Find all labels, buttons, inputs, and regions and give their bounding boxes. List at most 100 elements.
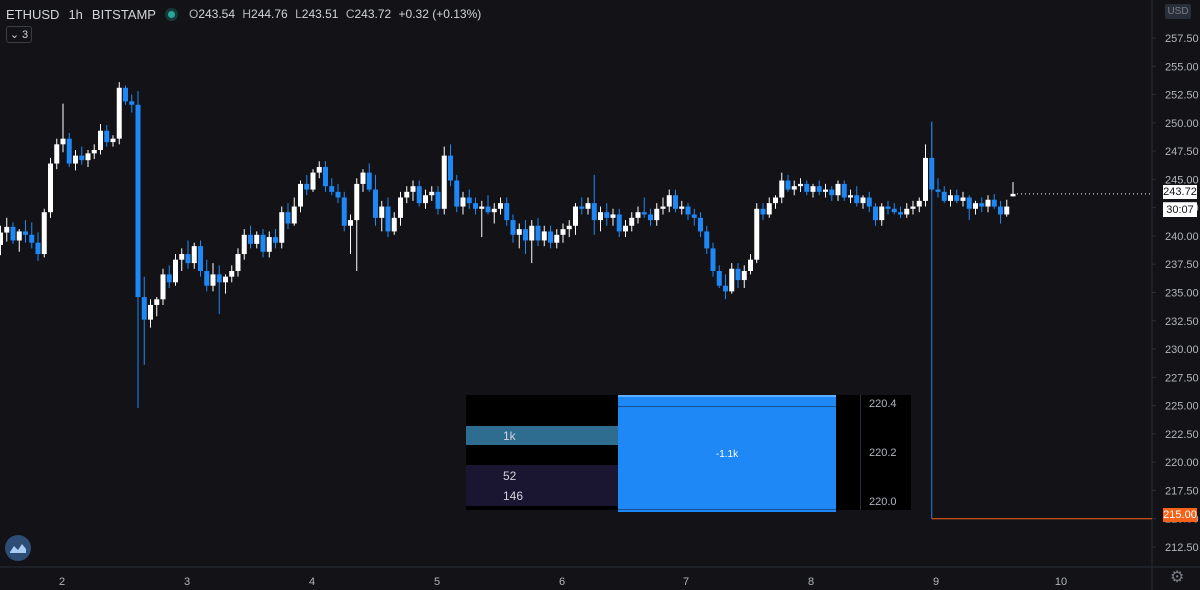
candle-body — [1010, 193, 1016, 197]
low-label: L — [295, 7, 302, 21]
candle-body — [916, 200, 922, 207]
candle-body — [373, 189, 378, 218]
candle-body — [329, 186, 335, 192]
candle-body — [579, 206, 585, 209]
candle-body — [479, 206, 485, 209]
interval-label[interactable]: 1h — [68, 6, 83, 22]
y-tick-label: 220.00 — [1165, 457, 1199, 469]
candle-body — [604, 212, 610, 218]
candle-body — [179, 254, 185, 260]
depth-scale: 220.4 220.2 220.0 — [860, 395, 911, 510]
indicators-count: 3 — [22, 28, 29, 41]
candle-body — [73, 155, 78, 164]
tradingview-logo-icon[interactable] — [5, 535, 31, 561]
y-tick-label: 217.50 — [1165, 485, 1199, 497]
candle-body — [54, 144, 60, 164]
candle-body — [216, 274, 222, 283]
candle-body — [491, 208, 497, 213]
depth-row: 52 — [466, 465, 618, 486]
low-value: 243.51 — [301, 7, 339, 21]
candle-body — [635, 212, 641, 218]
candle-body — [991, 199, 997, 207]
y-tick-label: 225.00 — [1165, 401, 1199, 413]
candle-body — [91, 149, 97, 154]
candle-body — [341, 197, 347, 226]
symbol-header: ETHUSD 1h BITSTAMP O243.54 H244.76 L243.… — [6, 5, 481, 23]
candle-body — [348, 220, 353, 226]
candle-body — [366, 172, 372, 190]
candle-body — [304, 183, 310, 190]
y-tick-label: 237.50 — [1165, 259, 1199, 271]
candle-body — [241, 234, 247, 255]
depth-widget: 1k 52 146 -1.1k 220.4 220.2 220.0 — [466, 395, 911, 512]
x-tick-label: 8 — [808, 576, 814, 588]
candle-body — [235, 254, 241, 272]
candle-body — [379, 206, 385, 218]
candle-body — [510, 220, 516, 235]
candle-body — [648, 214, 653, 221]
candle-body — [860, 197, 866, 204]
depth-block: -1.1k — [618, 395, 836, 512]
x-tick-label: 10 — [1055, 576, 1067, 588]
candle-body — [404, 191, 410, 198]
candle-body — [248, 234, 253, 244]
candle-body — [866, 197, 872, 207]
candle-body — [466, 197, 472, 204]
candle-body — [285, 212, 291, 224]
open-label: O — [188, 7, 199, 21]
candle-body — [335, 191, 341, 198]
depth-row-label: 1k — [503, 428, 516, 443]
change-value: +0.32 (+0.13%) — [398, 7, 482, 21]
candle-body — [798, 183, 803, 187]
close-label: C — [345, 7, 355, 21]
candle-body — [516, 229, 522, 235]
candle-body — [704, 231, 710, 249]
candle-body — [410, 186, 416, 192]
candle-body — [766, 203, 772, 215]
candle-body — [385, 206, 391, 232]
chevron-down-icon: ⌄ — [9, 29, 20, 41]
y-tick-label: 232.50 — [1165, 316, 1199, 328]
candle-body — [323, 166, 328, 187]
candle-body — [198, 246, 203, 272]
candle-body — [710, 248, 716, 272]
candle-body — [223, 276, 228, 283]
indicators-toggle-button[interactable]: ⌄ 3 — [6, 26, 32, 43]
y-tick-label: 245.00 — [1165, 174, 1199, 186]
candle-body — [354, 183, 360, 221]
high-label: H — [242, 7, 252, 21]
symbol-name[interactable]: ETHUSD — [6, 6, 60, 22]
x-tick-label: 9 — [933, 576, 939, 588]
y-tick-label: 257.50 — [1165, 33, 1199, 45]
candle-body — [60, 138, 66, 145]
candle-body — [298, 183, 303, 207]
candle-body — [679, 206, 685, 209]
candle-body — [923, 157, 928, 201]
alert-price-tag[interactable]: 215.00 — [1163, 508, 1197, 522]
candle-body — [166, 274, 172, 283]
x-tick-label: 5 — [434, 576, 440, 588]
candle-body — [554, 234, 560, 243]
candle-body — [154, 299, 160, 305]
candle-body — [416, 186, 422, 204]
candle-body — [316, 166, 322, 173]
candle-body — [566, 225, 572, 230]
open-value: 243.54 — [198, 7, 236, 21]
candle-body — [941, 191, 947, 201]
depth-block-bottom-line — [618, 509, 836, 510]
gear-icon[interactable]: ⚙ — [1170, 569, 1185, 586]
candle-body — [804, 183, 810, 192]
candle-body — [723, 285, 728, 292]
candle-body — [960, 197, 966, 201]
candle-body — [35, 242, 41, 255]
x-tick-label: 6 — [559, 576, 565, 588]
bar-countdown: 30:07 — [1163, 202, 1197, 217]
x-tick-label: 3 — [184, 576, 190, 588]
candle-body — [616, 214, 622, 232]
currency-button[interactable]: USD — [1165, 4, 1191, 19]
candle-body — [791, 186, 797, 190]
depth-row: 1k — [466, 426, 618, 445]
candle-body — [448, 155, 453, 181]
candle-body — [904, 208, 910, 215]
